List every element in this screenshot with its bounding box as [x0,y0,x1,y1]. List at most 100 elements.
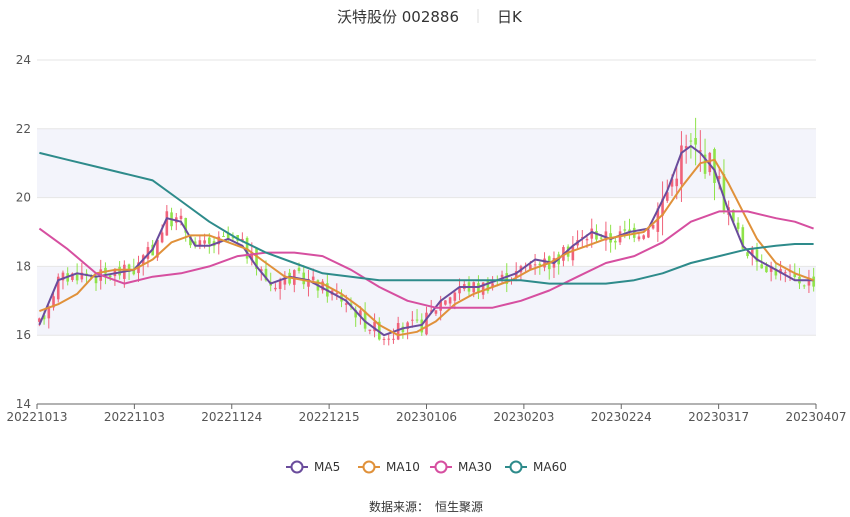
candle-body [661,198,664,216]
legend-marker [434,460,448,474]
source-label: 数据来源： [369,499,429,514]
candle-body [604,231,608,241]
candle-body [746,252,749,257]
legend-item-ma60[interactable]: MA60 [505,460,567,474]
candle-body [722,174,726,212]
candle-body [680,145,683,185]
candle-body [647,229,650,238]
candle-body [226,233,230,239]
x-tick-label: 20230224 [591,410,652,424]
x-tick-label: 20230407 [785,410,846,424]
moving-averages [38,145,814,337]
y-axis-ticks: 14 16 18 20 22 24 [16,53,31,411]
candle-body [392,338,395,340]
candle-body [760,264,764,269]
y-tick-label: 14 [16,397,31,411]
candle-body [453,292,457,301]
y-tick-label: 18 [16,259,31,273]
candle-body [108,275,112,278]
candle-body [208,237,211,244]
candle-body [500,274,504,278]
x-tick-label: 20221013 [6,410,67,424]
legend-item-ma10[interactable]: MA10 [358,460,420,474]
candle-body [189,236,192,246]
candle-body [708,152,712,173]
candle-body [160,232,164,243]
candle-body [807,277,811,286]
candle-body [344,303,348,305]
x-tick-label: 20230203 [493,410,554,424]
source-value: 恒生聚源 [435,500,483,514]
legend-marker [290,460,304,474]
candle-body [222,236,225,238]
candle-body [486,280,490,292]
candle-body [699,150,702,152]
y-tick-label: 24 [16,53,31,67]
candle-body [56,276,60,300]
candle-body [307,278,310,287]
candle-body [198,240,202,246]
candle-body [373,321,376,332]
candle-body [590,228,594,239]
x-tick-label: 20221124 [201,410,262,424]
legend-label: MA30 [458,460,492,474]
x-tick-label: 20221215 [299,410,360,424]
candle-body [543,258,546,268]
candle-body [651,224,655,229]
y-tick-label: 20 [16,191,31,205]
legend[interactable]: MA5 MA10 MA30 MA60 [286,460,567,474]
candle-body [217,236,221,245]
legend-item-ma5[interactable]: MA5 [286,460,340,474]
y-tick-label: 16 [16,328,31,342]
candle-body [415,319,419,321]
candle-body [387,338,391,340]
legend-label: MA5 [314,460,340,474]
candle-body [297,267,301,272]
candle-body [434,310,438,314]
candle-body [278,280,282,290]
candle-body [599,237,603,239]
candle-body [736,222,740,229]
x-axis: 20221013 20221103 20221124 20221215 20230106… [6,403,847,424]
candle-body [585,238,589,241]
candle-body [311,276,315,281]
candle-body [75,274,79,281]
candle-body [769,265,773,272]
ma-line-ma10 [39,158,814,337]
candle-body [274,287,277,290]
candle-body [444,300,447,305]
candle-body [156,239,159,258]
legend-marker [362,460,376,474]
candle-body [321,281,324,291]
candle-body [595,231,598,240]
ma-line-ma30 [38,210,814,309]
legend-label: MA10 [386,460,420,474]
candle-body [571,246,575,261]
candle-body [784,272,787,274]
candle-body [411,319,414,321]
candle-body [793,273,797,277]
candle-body [382,338,386,340]
candle-body [71,273,74,280]
candle-body [642,235,645,239]
candle-body [425,312,428,335]
candle-body [396,323,400,340]
candle-body [689,140,693,142]
candle-body [354,309,357,318]
candle-body [193,241,197,245]
candle-body [132,269,136,275]
legend-item-ma30[interactable]: MA30 [430,460,492,474]
candle-body [675,178,679,187]
candle-body [448,297,452,304]
candle-body [717,176,721,179]
candle-body [283,275,287,285]
candle-body [335,293,339,295]
candle-body [684,146,688,149]
candle-body [505,273,509,284]
candle-body [481,282,485,295]
candle-body [250,252,254,261]
candle-body [812,276,815,287]
candle-body [420,319,424,333]
candle-body [533,264,537,266]
